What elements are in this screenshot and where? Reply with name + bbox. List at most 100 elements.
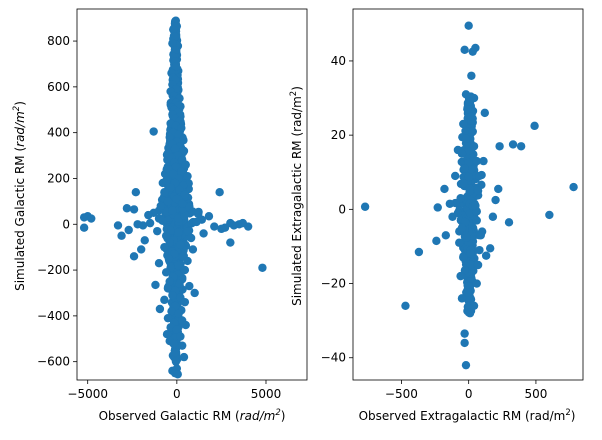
data-point [455,238,464,247]
data-point [177,123,186,133]
data-point [480,108,490,118]
data-point [465,186,474,196]
data-point [473,186,483,195]
panels: −5000 0 5000−600−400−2000200400600800Obser… [12,8,584,423]
data-point [473,260,483,270]
data-point [158,216,167,226]
data-point [154,259,164,268]
data-point [151,280,160,290]
data-point [175,279,184,289]
data-point [481,251,491,260]
data-point [160,295,169,305]
data-point [472,216,481,225]
data-point [183,171,192,181]
x-tick-label: −5000 [67,387,108,401]
data-point [401,301,410,310]
data-point [170,46,180,55]
data-point [144,210,153,220]
data-point [471,201,480,210]
x-tick-label: 5000 [251,387,282,401]
data-point [459,253,468,262]
data-point [124,225,133,235]
data-point [183,256,192,266]
data-point [179,146,189,156]
chart-panel-2: −500 0 500 −40 −20 0 20 40 Observed Extragalacti… [289,8,584,423]
data-point [494,184,503,194]
data-point [453,208,463,218]
data-point [471,43,480,53]
y-tick-label: −40 [321,351,346,365]
data-point [479,156,488,166]
data-point [414,247,424,257]
data-point [469,142,479,151]
data-point [161,268,171,277]
data-point [186,233,196,243]
x-tick-label: 500 [524,387,547,401]
data-point [475,171,484,181]
data-point [476,231,485,240]
data-point [461,360,471,370]
data-point [174,228,183,237]
data-point [161,176,171,185]
y-tick-label: 400 [47,126,70,140]
data-point [180,211,189,220]
data-point [488,212,498,221]
data-point [163,284,173,293]
data-point [170,348,180,357]
data-point [172,325,182,334]
data-point [433,203,442,212]
data-point [176,240,185,250]
data-point [169,339,178,348]
data-point [469,301,479,310]
scatter-points [360,21,578,370]
data-point [174,309,183,318]
data-point [210,222,219,231]
data-point [545,210,554,220]
scatter-points [79,16,267,379]
data-point [463,104,472,114]
data-point [145,218,155,228]
data-point [445,199,455,208]
data-point [138,221,148,230]
data-point [516,142,526,151]
data-point [461,90,471,99]
data-point [153,226,162,236]
axes-frame [352,8,584,381]
data-point [475,245,484,255]
data-point [491,195,500,205]
data-point [451,171,460,181]
data-point [229,221,239,230]
data-point [168,206,177,215]
data-point [192,217,201,227]
data-point [432,236,441,246]
data-point [180,297,190,307]
data-point [472,279,481,288]
data-point [166,183,175,192]
data-point [174,261,183,270]
data-point [215,188,224,197]
data-point [466,249,475,258]
x-axis-label: Observed Extragalactic RM (rad/m2) [359,408,576,423]
data-point [461,134,471,144]
data-point [171,357,181,366]
data-point [179,352,189,362]
x-tick-label: 0 [465,387,473,401]
data-point [122,204,132,213]
data-point [204,212,214,221]
data-point [170,144,180,153]
data-point [163,197,173,206]
data-point [79,223,89,232]
data-point [117,231,126,240]
data-point [530,121,539,131]
data-point [217,224,226,234]
y-tick-label: 40 [331,54,346,68]
data-point [456,271,465,281]
data-point [569,182,578,192]
data-point [464,172,473,182]
data-point [113,221,123,230]
data-point [466,260,476,269]
data-point [226,238,235,247]
y-tick-label: 0 [62,217,70,231]
data-point [181,160,190,169]
